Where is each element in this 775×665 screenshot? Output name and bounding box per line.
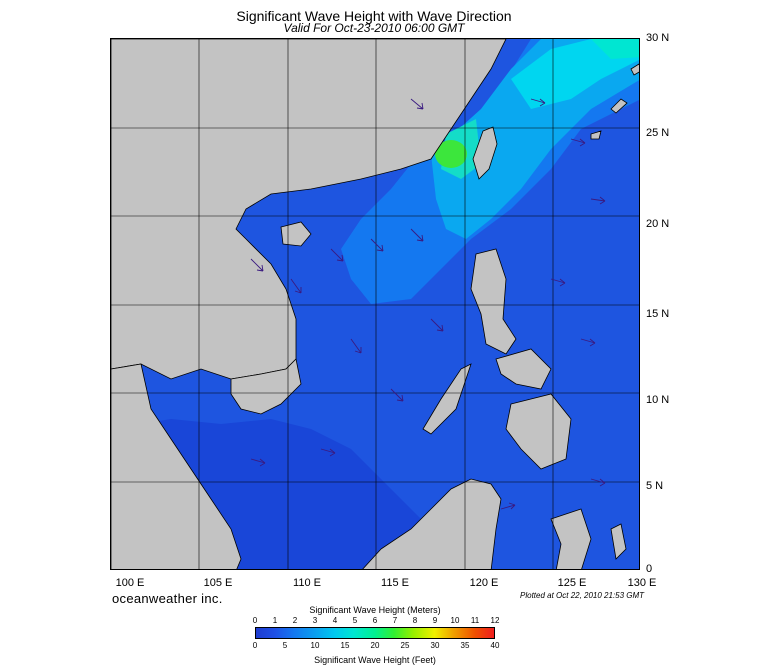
lon-label-110e: 110 E (293, 577, 321, 589)
meter-tick: 10 (450, 616, 460, 625)
meter-tick: 6 (372, 616, 378, 625)
meter-tick: 3 (312, 616, 318, 625)
land-masses (111, 39, 639, 569)
feet-tick: 40 (490, 641, 500, 650)
meter-tick: 7 (392, 616, 398, 625)
land-mindanao (505, 393, 572, 470)
land-malay-peninsula (111, 363, 242, 569)
meter-tick: 9 (432, 616, 438, 625)
wave-arrow (410, 228, 424, 242)
wave-arrow (320, 448, 336, 457)
colorbar-title-meters: Significant Wave Height (Meters) (309, 605, 441, 615)
colorbar (255, 627, 495, 639)
land-indochina-south (230, 358, 302, 415)
sea-band-high (431, 39, 639, 239)
wave-arrow (410, 98, 424, 110)
wave-arrow (250, 458, 266, 467)
wave-map (110, 38, 640, 570)
feet-tick: 25 (400, 641, 410, 650)
land-sulawesi (550, 508, 592, 569)
land-mainland-asia (111, 39, 507, 380)
wave-arrow (590, 478, 606, 487)
colorbar-title-feet: Significant Wave Height (Feet) (314, 655, 436, 665)
lat-label-0: 0 (646, 563, 653, 575)
feet-tick: 35 (460, 641, 470, 650)
meter-tick: 8 (412, 616, 418, 625)
land-taiwan (472, 126, 498, 180)
land-luzon (470, 248, 517, 355)
wave-arrow (330, 248, 344, 262)
wave-arrow (580, 338, 596, 347)
meter-tick: 5 (352, 616, 358, 625)
land-palawan (422, 363, 472, 435)
meter-tick: 2 (292, 616, 298, 625)
wave-direction-arrows (250, 98, 606, 510)
brand-logo-text: oceanweather inc. (112, 591, 223, 606)
land-borneo (362, 478, 502, 569)
land-ryukyu (590, 63, 639, 140)
wave-arrow (350, 338, 362, 354)
land-halmahera (610, 523, 627, 560)
lon-label-115e: 115 E (381, 577, 409, 589)
wave-arrow (590, 196, 606, 205)
wave-map-svg (111, 39, 639, 569)
map-subtitle: Valid For Oct-23-2010 06:00 GMT (283, 21, 465, 35)
meter-tick: 4 (332, 616, 338, 625)
wave-arrow (370, 238, 384, 252)
lat-label-20n: 20 N (646, 218, 670, 230)
lon-label-100e: 100 E (115, 577, 145, 589)
lat-label-30n: 30 N (646, 32, 670, 44)
wave-arrow (430, 318, 444, 332)
lat-label-25n: 25 N (646, 127, 670, 139)
meter-tick: 0 (252, 616, 258, 625)
lat-label-10n: 10 N (646, 394, 670, 406)
wave-arrow (500, 502, 516, 510)
land-hainan (280, 221, 312, 247)
meter-tick: 1 (272, 616, 278, 625)
plotted-timestamp: Plotted at Oct 22, 2010 21:53 GMT (520, 591, 645, 600)
land-visayas (495, 348, 552, 390)
feet-tick: 15 (340, 641, 350, 650)
wave-arrow (530, 98, 546, 107)
lat-label-5n: 5 N (646, 480, 664, 492)
wave-arrow (290, 278, 302, 294)
wave-arrow (250, 258, 264, 272)
feet-tick: 30 (430, 641, 440, 650)
feet-tick: 5 (282, 641, 288, 650)
lon-label-120e: 120 E (469, 577, 499, 589)
meter-tick: 12 (490, 616, 500, 625)
feet-tick: 0 (252, 641, 258, 650)
sea-band-north (591, 39, 639, 59)
meter-tick: 11 (470, 616, 480, 625)
lon-label-130e: 130 E (627, 577, 657, 589)
sea-peak (435, 140, 467, 168)
graticule (111, 39, 639, 569)
lon-label-105e: 105 E (203, 577, 233, 589)
lon-label-125e: 125 E (557, 577, 587, 589)
map-title: Significant Wave Height with Wave Direct… (236, 8, 512, 24)
lat-label-15n: 15 N (646, 308, 670, 320)
feet-tick: 20 (370, 641, 380, 650)
wave-arrow (550, 278, 566, 287)
sea-band-cyan (511, 39, 639, 109)
wave-arrow (570, 138, 586, 147)
feet-tick: 10 (310, 641, 320, 650)
wave-arrow (390, 388, 404, 402)
